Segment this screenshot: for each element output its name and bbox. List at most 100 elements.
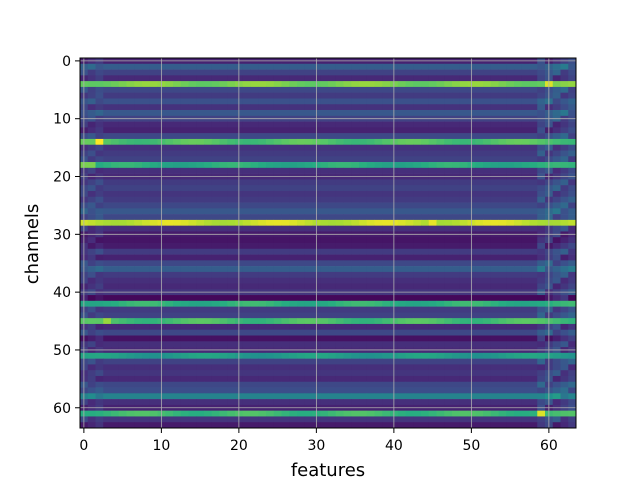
heatmap-cell: [289, 283, 298, 290]
heatmap-cell: [552, 133, 561, 140]
heatmap-cell: [521, 370, 530, 377]
heatmap-cell: [366, 358, 375, 365]
heatmap-cell: [452, 300, 461, 307]
heatmap-cell: [126, 225, 135, 232]
heatmap-cell: [335, 260, 344, 267]
heatmap-cell: [142, 219, 151, 226]
heatmap-cell: [452, 399, 461, 406]
heatmap-cell: [118, 237, 127, 244]
heatmap-cell: [328, 329, 337, 336]
heatmap-cell: [103, 138, 112, 146]
heatmap-cell: [188, 364, 197, 371]
heatmap-cell: [328, 208, 337, 215]
heatmap-cell: [343, 352, 352, 359]
heatmap-cell: [382, 422, 391, 429]
heatmap-cell: [289, 81, 298, 88]
heatmap-cell: [514, 329, 523, 336]
heatmap-cell: [126, 416, 135, 423]
heatmap-cell: [351, 110, 360, 117]
heatmap-cell: [134, 92, 143, 99]
heatmap-cell: [281, 63, 290, 70]
heatmap-cell: [351, 81, 360, 88]
heatmap-cell: [250, 387, 259, 394]
heatmap-cell: [87, 214, 96, 221]
heatmap-cell: [126, 81, 135, 88]
heatmap-cell: [568, 248, 577, 255]
heatmap-cell: [506, 277, 515, 284]
heatmap-cell: [444, 185, 453, 192]
heatmap-cell: [227, 329, 236, 336]
heatmap-cell: [320, 295, 329, 302]
heatmap-cell: [351, 300, 360, 307]
heatmap-cell: [413, 214, 422, 221]
heatmap-cell: [219, 341, 228, 348]
heatmap-cell: [142, 243, 151, 250]
heatmap-cell: [537, 104, 546, 111]
heatmap-cell: [413, 300, 422, 307]
heatmap-cell: [514, 422, 523, 429]
heatmap-cell: [111, 144, 120, 151]
heatmap-cell: [475, 225, 484, 232]
heatmap-cell: [134, 416, 143, 423]
heatmap-cell: [134, 243, 143, 250]
heatmap-cell: [134, 399, 143, 406]
heatmap-cell: [196, 341, 205, 348]
heatmap-cell: [180, 225, 189, 232]
heatmap-cell: [211, 127, 220, 134]
heatmap-cell: [165, 422, 174, 429]
heatmap-cell: [397, 167, 406, 174]
heatmap-cell: [475, 306, 484, 313]
heatmap-cell: [196, 190, 205, 198]
heatmap-cell: [281, 399, 290, 406]
heatmap-cell: [397, 393, 406, 400]
heatmap-cell: [374, 329, 383, 336]
heatmap-cell: [413, 306, 422, 313]
heatmap-cell: [506, 323, 515, 331]
heatmap-cell: [180, 254, 189, 261]
heatmap-cell: [421, 208, 430, 215]
heatmap-cell: [95, 410, 104, 417]
heatmap-cell: [95, 283, 104, 290]
heatmap-cell: [180, 387, 189, 394]
heatmap-cell: [343, 370, 352, 377]
heatmap-cell: [304, 306, 313, 313]
heatmap-cell: [483, 295, 492, 302]
heatmap-cell: [142, 98, 151, 105]
heatmap-cell: [149, 399, 158, 406]
heatmap-cell: [529, 387, 538, 394]
heatmap-cell: [475, 63, 484, 70]
heatmap-cell: [444, 358, 453, 365]
y-tick-label: 30: [53, 227, 71, 243]
heatmap-cell: [165, 81, 174, 88]
heatmap-cell: [552, 375, 561, 383]
heatmap-cell: [459, 393, 468, 400]
heatmap-cell: [111, 318, 120, 325]
heatmap-cell: [227, 127, 236, 134]
heatmap-cell: [142, 190, 151, 198]
heatmap-cell: [134, 162, 143, 169]
heatmap-cell: [87, 133, 96, 140]
heatmap-cell: [180, 156, 189, 163]
heatmap-cell: [250, 306, 259, 313]
heatmap-cell: [405, 225, 414, 232]
heatmap-cell: [258, 237, 267, 244]
heatmap-cell: [521, 323, 530, 331]
heatmap-cell: [126, 254, 135, 261]
heatmap-cell: [537, 190, 546, 198]
heatmap-cell: [281, 277, 290, 284]
heatmap-cell: [568, 358, 577, 365]
heatmap-cell: [397, 190, 406, 198]
heatmap-cell: [165, 254, 174, 261]
heatmap-cell: [304, 416, 313, 423]
heatmap-cell: [196, 185, 205, 192]
heatmap-cell: [359, 98, 368, 105]
heatmap-cell: [483, 75, 492, 82]
heatmap-cell: [397, 121, 406, 128]
heatmap-cell: [374, 352, 383, 359]
heatmap-cell: [250, 86, 259, 93]
heatmap-cell: [335, 416, 344, 423]
heatmap-cell: [444, 266, 453, 273]
heatmap-cell: [514, 81, 523, 88]
heatmap-cell: [483, 190, 492, 198]
heatmap-cell: [490, 225, 499, 232]
